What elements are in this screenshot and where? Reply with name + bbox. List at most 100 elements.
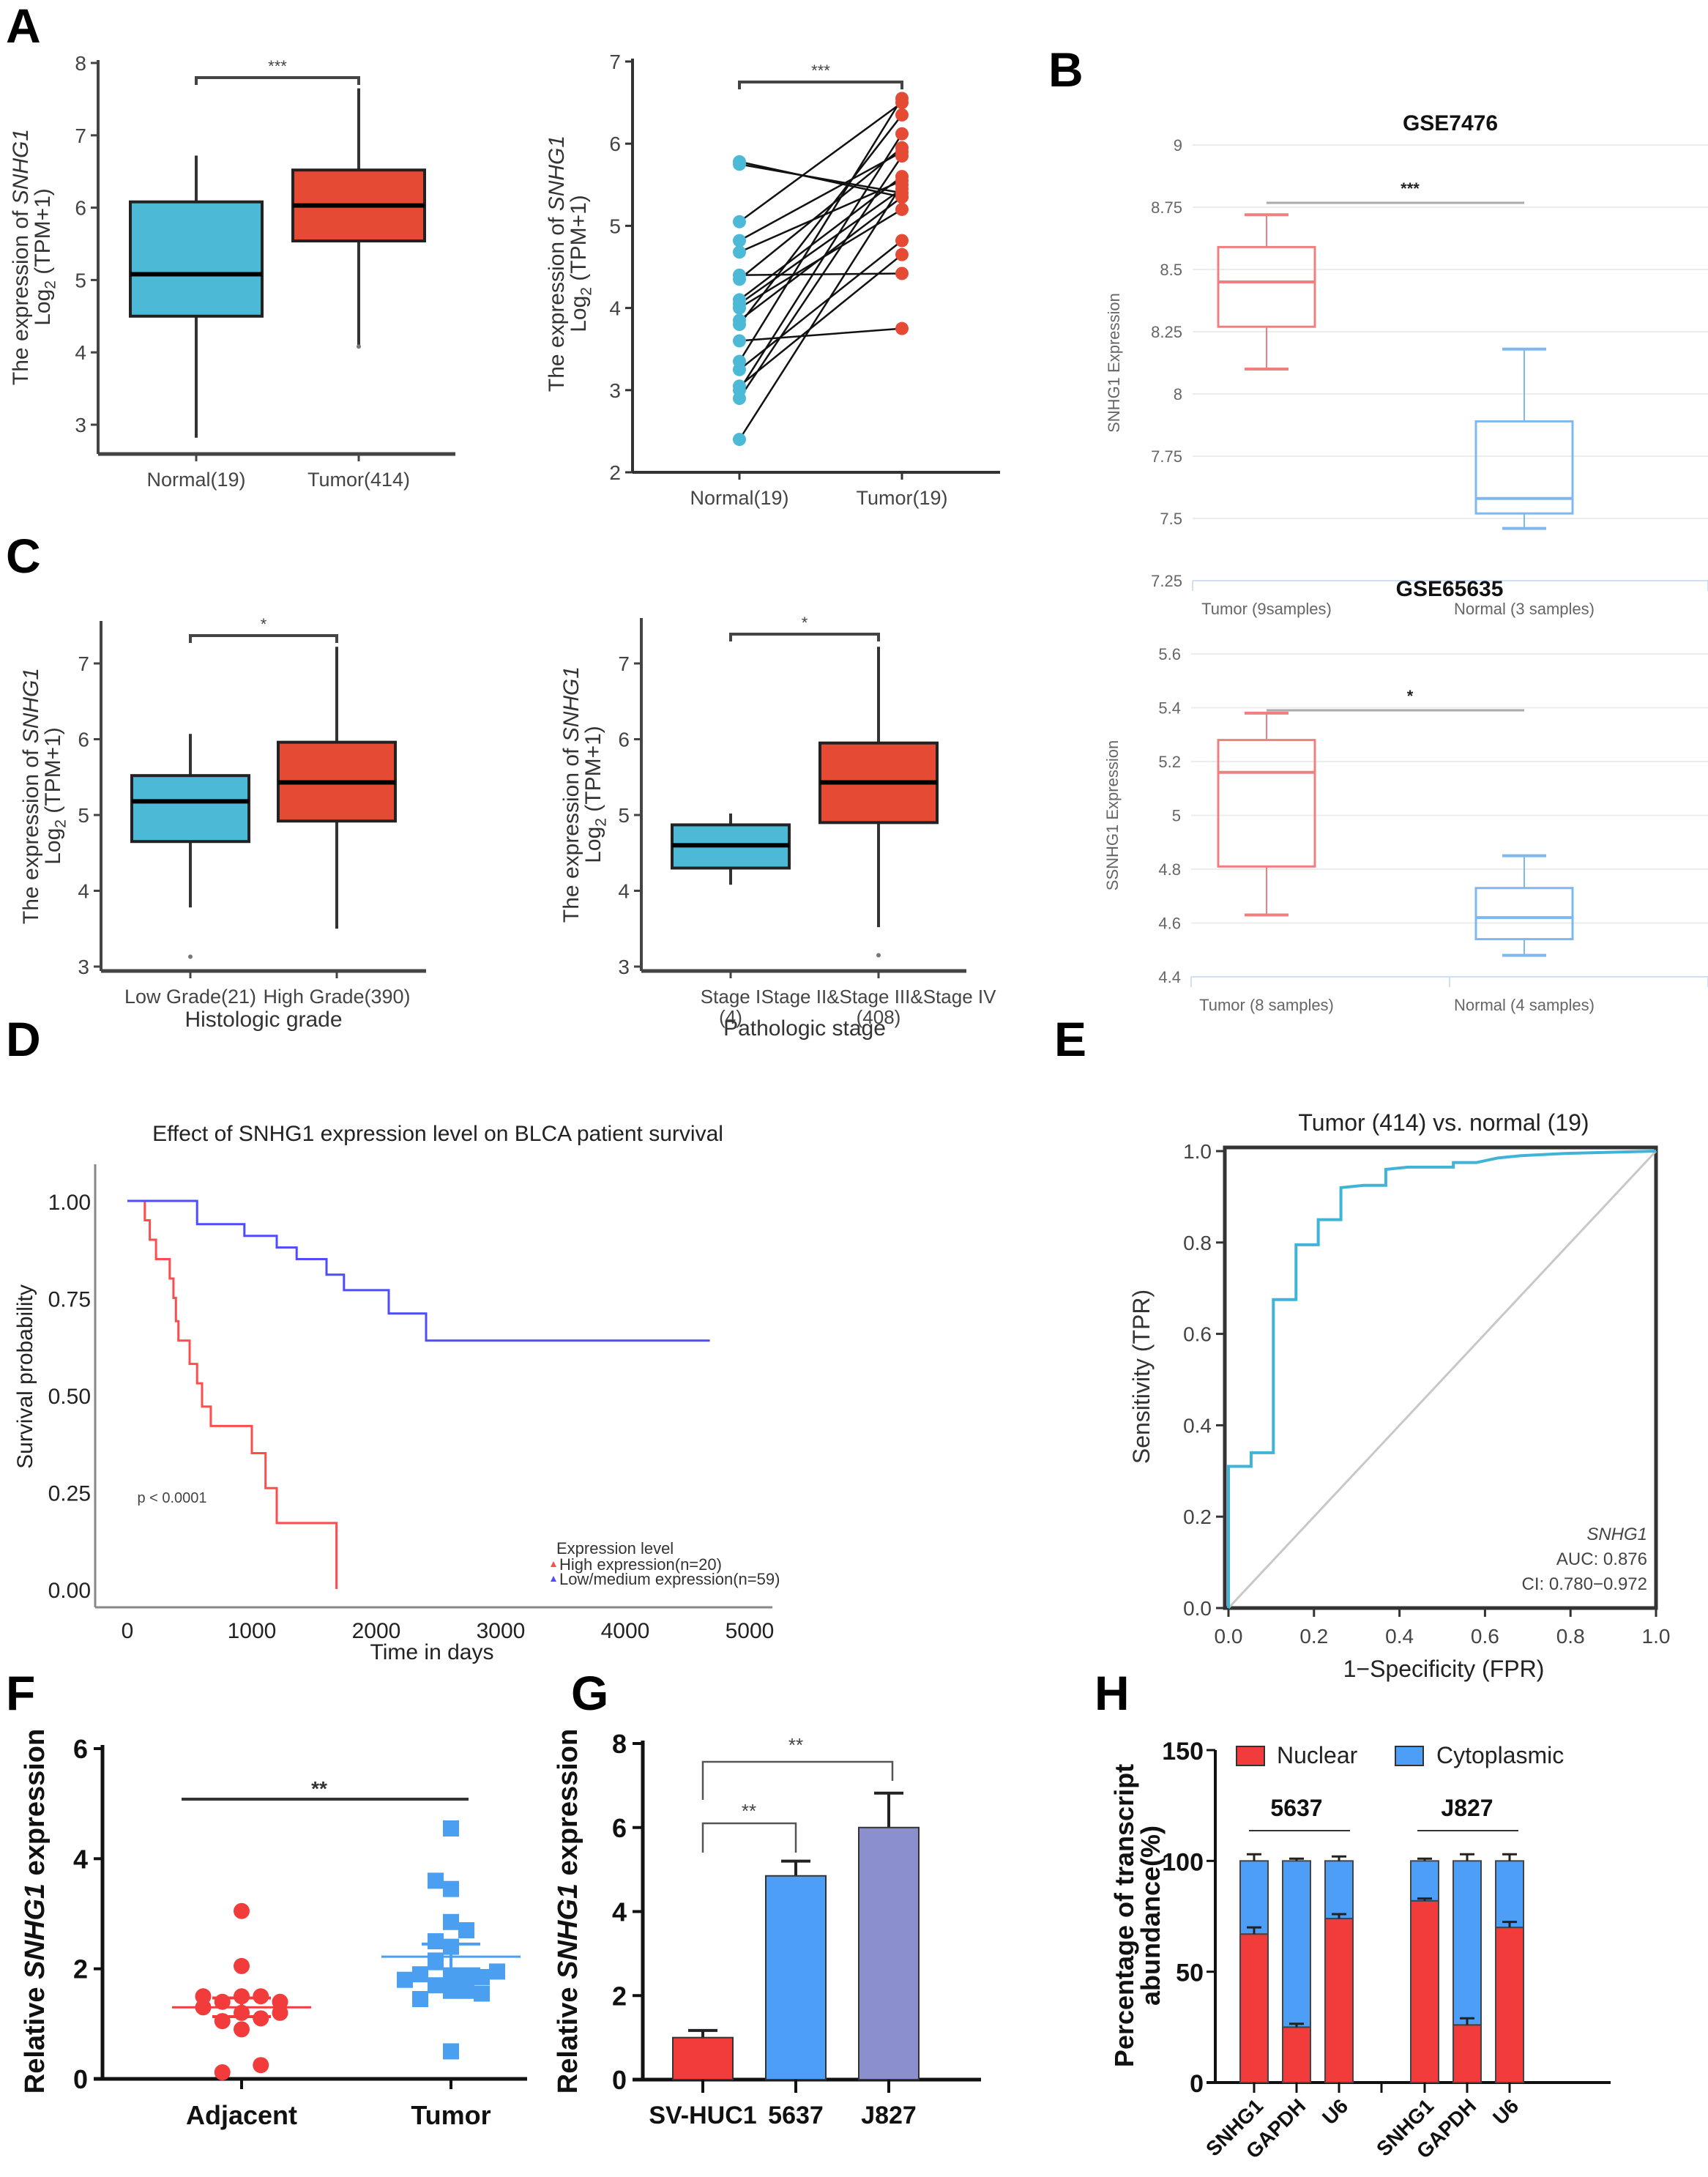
box-tumor bbox=[1217, 739, 1316, 868]
tumor-point bbox=[474, 1985, 490, 2002]
chart-a2: 2 3 4 5 6 7 Normal(19) Tumor(19) *** bbox=[609, 51, 1000, 509]
y-axis-label-line: abundance(%) bbox=[1135, 1826, 1166, 2006]
x-tick-label: Stage I bbox=[701, 986, 761, 1008]
tumor-point bbox=[458, 1922, 474, 1939]
x-tick-label: Adjacent bbox=[186, 2100, 297, 2130]
normal-point bbox=[733, 215, 746, 228]
x-axis-label: Histologic grade bbox=[184, 1008, 342, 1032]
y-tick-label: 1.0 bbox=[1183, 1140, 1212, 1163]
y-tick-label: 0.2 bbox=[1183, 1506, 1212, 1528]
x-tick-label: 5000 bbox=[726, 1619, 775, 1643]
normal-point bbox=[733, 392, 746, 406]
normal-point bbox=[733, 272, 746, 286]
y-tick-label: 0.50 bbox=[48, 1385, 91, 1409]
pair-line bbox=[739, 187, 903, 305]
y-tick-label: 4.6 bbox=[1158, 915, 1181, 933]
significance-label: * bbox=[261, 615, 267, 633]
y-tick-label: 8.5 bbox=[1160, 261, 1182, 279]
p-value-annotation: p < 0.0001 bbox=[137, 1490, 206, 1506]
adjacent-point bbox=[272, 1993, 288, 2010]
y-axis-label: Sensitivity (TPR) bbox=[1128, 1290, 1155, 1464]
y-tick-label: 4.8 bbox=[1158, 860, 1181, 879]
y-tick-label: 5.4 bbox=[1158, 699, 1181, 718]
adjacent-point bbox=[234, 1957, 250, 1974]
panel-label-f: F bbox=[6, 1666, 35, 1720]
y-tick-label: 0.25 bbox=[48, 1482, 91, 1506]
x-tick-label: 0.0 bbox=[1215, 1625, 1243, 1648]
significance-label: * bbox=[802, 614, 808, 632]
normal-point bbox=[733, 318, 746, 332]
pair-line bbox=[739, 179, 903, 253]
x-tick-label: 0.2 bbox=[1299, 1625, 1328, 1648]
y-tick-label: 9 bbox=[1174, 136, 1182, 155]
nuclear-bar bbox=[1324, 1918, 1354, 2083]
adjacent-point bbox=[234, 2021, 250, 2038]
tumor-point bbox=[895, 190, 909, 204]
y-tick-label: 100 bbox=[1162, 1848, 1204, 1876]
y-tick-label: 7.25 bbox=[1151, 572, 1182, 590]
y-tick-label: 3 bbox=[618, 956, 630, 978]
roc-annotation: CI: 0.780−0.972 bbox=[1522, 1574, 1647, 1594]
y-axis-label: SSNHG1 Expression bbox=[1103, 740, 1122, 890]
panel-label-d: D bbox=[6, 1012, 41, 1066]
significance-bracket bbox=[738, 81, 903, 89]
chart-title: GSE7476 bbox=[1403, 111, 1498, 135]
pair-line bbox=[739, 146, 903, 280]
cytoplasmic-bar bbox=[1239, 1860, 1269, 1935]
roc-annotation: AUC: 0.876 bbox=[1556, 1549, 1647, 1569]
y-tick-label: 2 bbox=[609, 461, 621, 484]
adjacent-point bbox=[253, 2010, 269, 2027]
legend-title: Expression level bbox=[556, 1539, 674, 1558]
panel-label-h: H bbox=[1094, 1666, 1130, 1720]
normal-point bbox=[733, 433, 746, 447]
box-outlier bbox=[876, 953, 881, 958]
cytoplasmic-bar bbox=[1324, 1860, 1354, 1920]
tumor-point bbox=[895, 108, 909, 122]
normal-point bbox=[733, 334, 746, 348]
pair-line bbox=[739, 272, 903, 276]
significance-label: ** bbox=[788, 1734, 803, 1756]
tumor-point bbox=[443, 1820, 459, 1837]
y-tick-label: 3 bbox=[78, 956, 89, 978]
bar-j827 bbox=[858, 1826, 920, 2080]
legend-label: Low/medium expression(n=59) bbox=[559, 1570, 780, 1588]
x-tick-label: 0 bbox=[122, 1619, 134, 1643]
chart-b2: GSE65635 4.4 4.6 4.8 5 5.2 5.4 5.6 Tumor (8 samp… bbox=[1158, 577, 1708, 1014]
y-tick-label: 5 bbox=[618, 804, 630, 827]
adjacent-point bbox=[214, 2064, 231, 2080]
y-tick-label: 0.8 bbox=[1183, 1232, 1212, 1254]
pair-line bbox=[739, 151, 903, 242]
x-tick-label: Tumor bbox=[411, 2100, 491, 2130]
chart-title: Effect of SNHG1 expression level on BLCA… bbox=[152, 1122, 723, 1146]
tumor-point bbox=[895, 149, 909, 163]
y-tick-label: 0.6 bbox=[1183, 1323, 1212, 1346]
y-tick-label: 0 bbox=[1190, 2070, 1204, 2098]
cytoplasmic-bar bbox=[1452, 1860, 1482, 2026]
x-tick-label: (408) bbox=[857, 1006, 901, 1028]
significance-label: * bbox=[1407, 687, 1414, 705]
pair-line bbox=[739, 102, 903, 223]
tumor-point bbox=[474, 1968, 490, 1985]
adjacent-point bbox=[272, 2004, 288, 2021]
x-tick-label: 3000 bbox=[477, 1619, 526, 1643]
y-tick-label: 6 bbox=[75, 197, 86, 220]
normal-point bbox=[733, 234, 746, 248]
tumor-point bbox=[443, 1968, 459, 1985]
tumor-point bbox=[895, 127, 909, 141]
adjacent-point bbox=[253, 1988, 269, 2005]
box-outlier bbox=[357, 344, 361, 349]
x-tick-label: 0.6 bbox=[1471, 1625, 1499, 1648]
tumor-point bbox=[412, 1991, 428, 2008]
adjacent-point bbox=[253, 2057, 269, 2074]
significance-label: ** bbox=[742, 1800, 756, 1822]
y-axis-label-line: The expression of SNHG1 bbox=[559, 666, 583, 923]
y-tick-label: 4 bbox=[612, 1897, 627, 1927]
y-axis-label-line: Survival probability bbox=[13, 1284, 37, 1469]
legend-marker bbox=[551, 1576, 556, 1582]
tumor-point bbox=[458, 1982, 474, 1999]
roc-curve bbox=[1227, 1150, 1657, 1608]
x-tick-label: Tumor(414) bbox=[307, 469, 410, 491]
y-axis-label-line: Percentage of transcript bbox=[1109, 1764, 1139, 2067]
